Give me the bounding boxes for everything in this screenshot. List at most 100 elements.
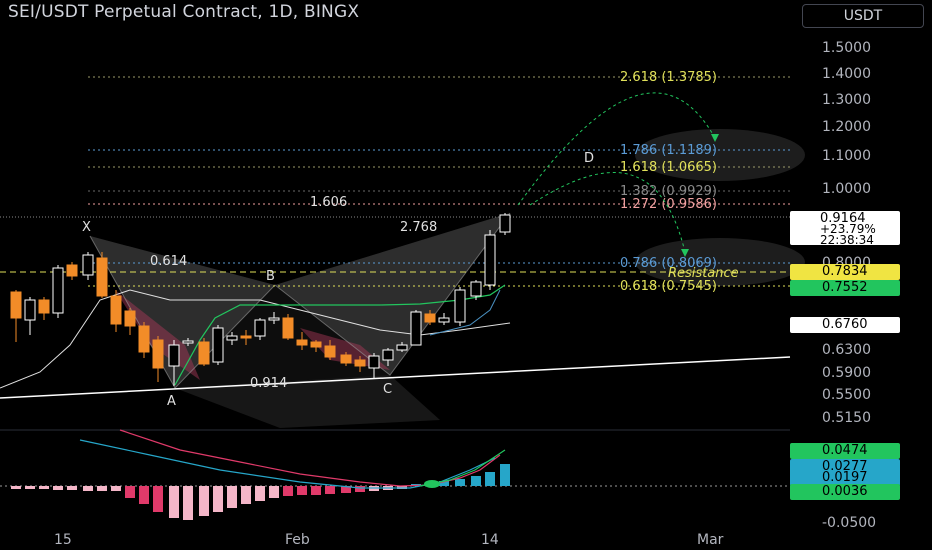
fib-label-2618: 2.618 (1.3785): [620, 70, 717, 85]
projection-arrow-upper: [517, 92, 716, 206]
price-label: 1.4000: [822, 66, 871, 82]
macd-bar: [269, 486, 279, 498]
pattern-lower-wedge: [175, 375, 440, 428]
ratio-cd: 2.768: [400, 220, 437, 235]
fib-labels: 2.618 (1.3785) 1.786 (1.1189) 1.618 (1.0…: [620, 70, 739, 294]
candle-body: [168, 344, 180, 367]
candle-body: [24, 299, 36, 321]
target-zone-lower: [635, 238, 805, 286]
ma-green: [174, 284, 506, 386]
macd-tag: 0.0197: [790, 470, 900, 486]
candle-body: [410, 311, 422, 346]
candle-body: [354, 359, 366, 367]
macd-line-teal: [79, 439, 496, 489]
time-label: 15: [54, 532, 72, 548]
price-label: 1.3000: [822, 92, 871, 108]
pattern-xbd-shape: [90, 213, 510, 388]
candle-body: [212, 327, 224, 363]
candle-body: [382, 349, 394, 361]
fib-label-0618: 0.618 (0.7545): [620, 279, 717, 294]
macd-bar: [283, 486, 293, 496]
macd-bar: [485, 472, 495, 486]
candle-body: [138, 325, 150, 353]
macd-bar: [169, 486, 179, 518]
macd-bar: [439, 481, 449, 486]
macd-bar: [311, 486, 321, 495]
candle-body: [96, 257, 108, 297]
candle-body: [152, 339, 164, 369]
macd-bar: [67, 486, 77, 490]
macd-bar: [355, 486, 365, 492]
time-label: Feb: [285, 532, 310, 548]
fib-label-1272: 1.272 (0.9586): [620, 197, 717, 212]
candle-body: [296, 339, 308, 346]
macd-bar: [125, 486, 135, 498]
ratio-bd: 1.606: [310, 195, 347, 210]
macd-line-green: [419, 449, 506, 487]
macd-bar: [83, 486, 93, 491]
currency-button[interactable]: USDT: [802, 4, 924, 28]
price-label: 0.5900: [822, 365, 871, 381]
support-trendline: [0, 356, 791, 399]
time-label: Mar: [697, 532, 724, 548]
price-label: 1.5000: [822, 40, 871, 56]
price-label: 0.5500: [822, 387, 871, 403]
candle-body: [110, 295, 122, 325]
resistance-label: Resistance: [668, 266, 739, 281]
fib-label-0786: 0.786 (0.8069): [620, 256, 717, 271]
macd-tag: 0.0036: [790, 484, 900, 500]
candle-body: [182, 340, 194, 344]
price-label: 1.2000: [822, 119, 871, 135]
price-label: 0.6300: [822, 342, 871, 358]
candle-body: [226, 335, 238, 341]
arrowhead-lower: [681, 249, 689, 257]
candle-body: [454, 289, 466, 323]
price-label: 0.5150: [822, 410, 871, 426]
candle-countdown: 22:38:34: [820, 233, 874, 247]
candle-body: [10, 291, 22, 319]
ma-teal: [429, 289, 501, 336]
candle-body: [198, 341, 210, 365]
candle-body: [52, 267, 64, 314]
macd-bar: [153, 486, 163, 512]
candle-body: [424, 313, 436, 323]
macd-bar: [11, 486, 21, 489]
candle-body: [82, 254, 94, 276]
macd-line-red: [119, 429, 501, 487]
macd-bar: [139, 486, 149, 504]
candle-body: [324, 345, 336, 358]
macd-bar: [97, 486, 107, 491]
macd-histogram: [11, 464, 510, 520]
macd-bar: [39, 486, 49, 489]
macd-tag: 0.0474: [790, 443, 900, 459]
pattern-red-zone-2: [300, 328, 390, 370]
indicator-axis-label: -0.0500: [822, 515, 877, 531]
pattern-point-d: D: [584, 151, 594, 166]
pattern-point-a: A: [167, 394, 176, 409]
macd-bar: [53, 486, 63, 490]
macd-bar: [25, 486, 35, 489]
macd-bar: [500, 464, 510, 486]
candle-body: [396, 344, 408, 351]
price-label: 1.0000: [822, 181, 871, 197]
pattern-point-c: C: [383, 382, 392, 397]
pattern-point-x: X: [82, 220, 91, 235]
candle-body: [484, 234, 496, 286]
target-zone-upper: [635, 129, 805, 181]
resistance-price-tag: 0.7834: [790, 264, 900, 280]
current-price-tag: 0.9164 +23.79% 22:38:34: [790, 211, 900, 247]
time-label: 14: [481, 532, 499, 548]
candle-body: [340, 354, 352, 364]
candle-body: [310, 341, 322, 348]
macd-bar: [183, 486, 193, 520]
macd-bar: [341, 486, 351, 493]
current-price: 0.9164: [820, 211, 866, 226]
candle-body: [268, 317, 280, 321]
macd-bar: [297, 486, 307, 495]
fib-label-1618: 1.618 (1.0665): [620, 160, 717, 175]
candle-body: [470, 281, 482, 297]
price-label: 1.1000: [822, 148, 871, 164]
candle-body: [282, 317, 294, 339]
macd-bar: [255, 486, 265, 501]
